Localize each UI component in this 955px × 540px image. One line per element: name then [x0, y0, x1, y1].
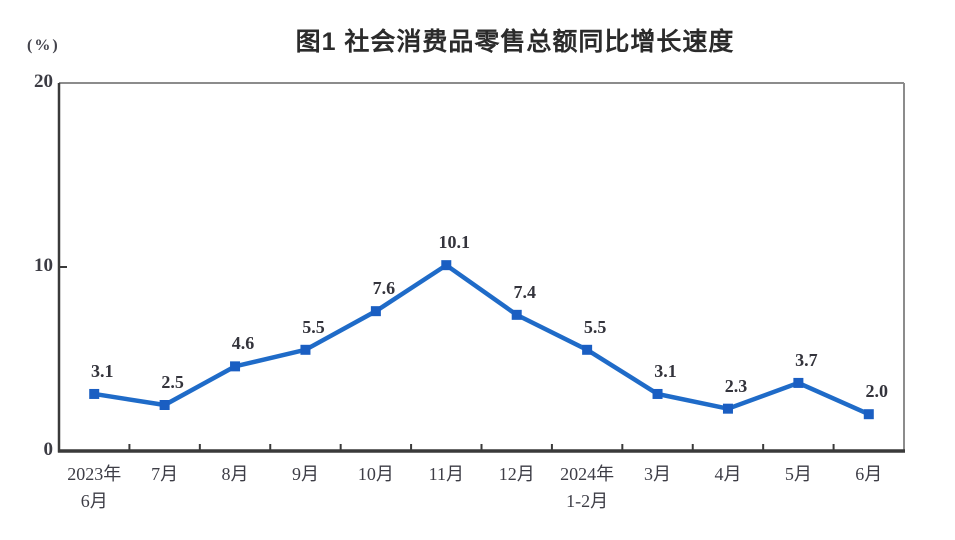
y-axis-tick-label: 0	[43, 439, 54, 460]
x-axis-category-label-line: 10月	[357, 464, 394, 484]
data-point-label: 4.6	[231, 333, 255, 354]
data-point-marker	[300, 344, 311, 355]
x-axis-category-label: 6月	[855, 461, 882, 488]
data-point-label: 10.1	[438, 232, 471, 253]
x-axis-category-label-line: 11月	[428, 464, 464, 484]
x-axis-category-label-line: 6月	[855, 464, 883, 484]
x-axis-category-label: 12月	[499, 461, 535, 488]
data-point-label: 2.5	[161, 372, 184, 392]
x-axis-category-label: 8月	[222, 461, 249, 488]
data-point-marker	[230, 361, 241, 372]
data-point-marker	[863, 409, 874, 420]
data-point-label: 3.7	[795, 349, 818, 370]
data-point-label: 7.4	[513, 281, 536, 302]
x-axis-category-label: 10月	[358, 461, 394, 488]
x-axis-category-label: 4月	[714, 461, 741, 488]
y-axis-tick-label: 10	[34, 255, 53, 276]
data-point-marker	[89, 388, 100, 399]
data-point-label: 3.1	[654, 360, 677, 381]
chart-title: 图1 社会消费品零售总额同比增长速度	[295, 28, 735, 56]
y-axis-unit-label: (%)	[27, 37, 60, 54]
data-point-label: 2.0	[865, 381, 889, 402]
x-axis-category-label-line: 2024年	[560, 464, 615, 484]
data-point-label: 5.5	[583, 316, 607, 337]
x-axis-category-label-line: 5月	[784, 464, 812, 484]
x-axis-category-label: 11月	[429, 461, 464, 488]
x-axis-category-label: 2023年 6月	[67, 461, 121, 515]
x-axis-category-label-line: 7月	[151, 464, 179, 484]
x-axis-category-label-line: 6月	[80, 491, 108, 511]
data-point-marker	[511, 309, 522, 320]
data-point-marker	[652, 388, 663, 399]
data-point-label: 7.6	[372, 278, 396, 299]
data-point-marker	[159, 400, 170, 410]
data-point-marker	[582, 344, 593, 355]
x-axis-category-label-line: 9月	[291, 464, 319, 484]
y-axis-tick-label: 20	[34, 71, 53, 92]
x-axis-category-label: 5月	[785, 461, 812, 488]
x-axis-category-label-line: 2023年	[67, 464, 122, 484]
data-point-label: 2.3	[724, 375, 748, 396]
x-axis-category-label-line: 4月	[714, 464, 742, 484]
data-point-label: 5.5	[302, 316, 325, 337]
x-axis-category-label-line: 1-2月	[566, 491, 609, 511]
data-point-marker	[441, 260, 452, 271]
x-axis-category-label: 3月	[644, 461, 671, 488]
data-point-marker	[722, 403, 733, 414]
data-point-label: 3.1	[90, 360, 114, 381]
x-axis-category-label: 9月	[292, 461, 319, 488]
data-point-marker	[370, 306, 381, 317]
x-axis-category-label-line: 8月	[221, 464, 249, 484]
data-line	[93, 262, 870, 417]
data-point-marker	[793, 377, 804, 388]
x-axis-category-label: 2024年 1-2月	[560, 461, 614, 515]
x-axis-category-label-line: 12月	[498, 464, 535, 484]
x-axis-category-label: 7月	[151, 461, 178, 488]
x-axis-category-label-line: 3月	[644, 464, 672, 484]
